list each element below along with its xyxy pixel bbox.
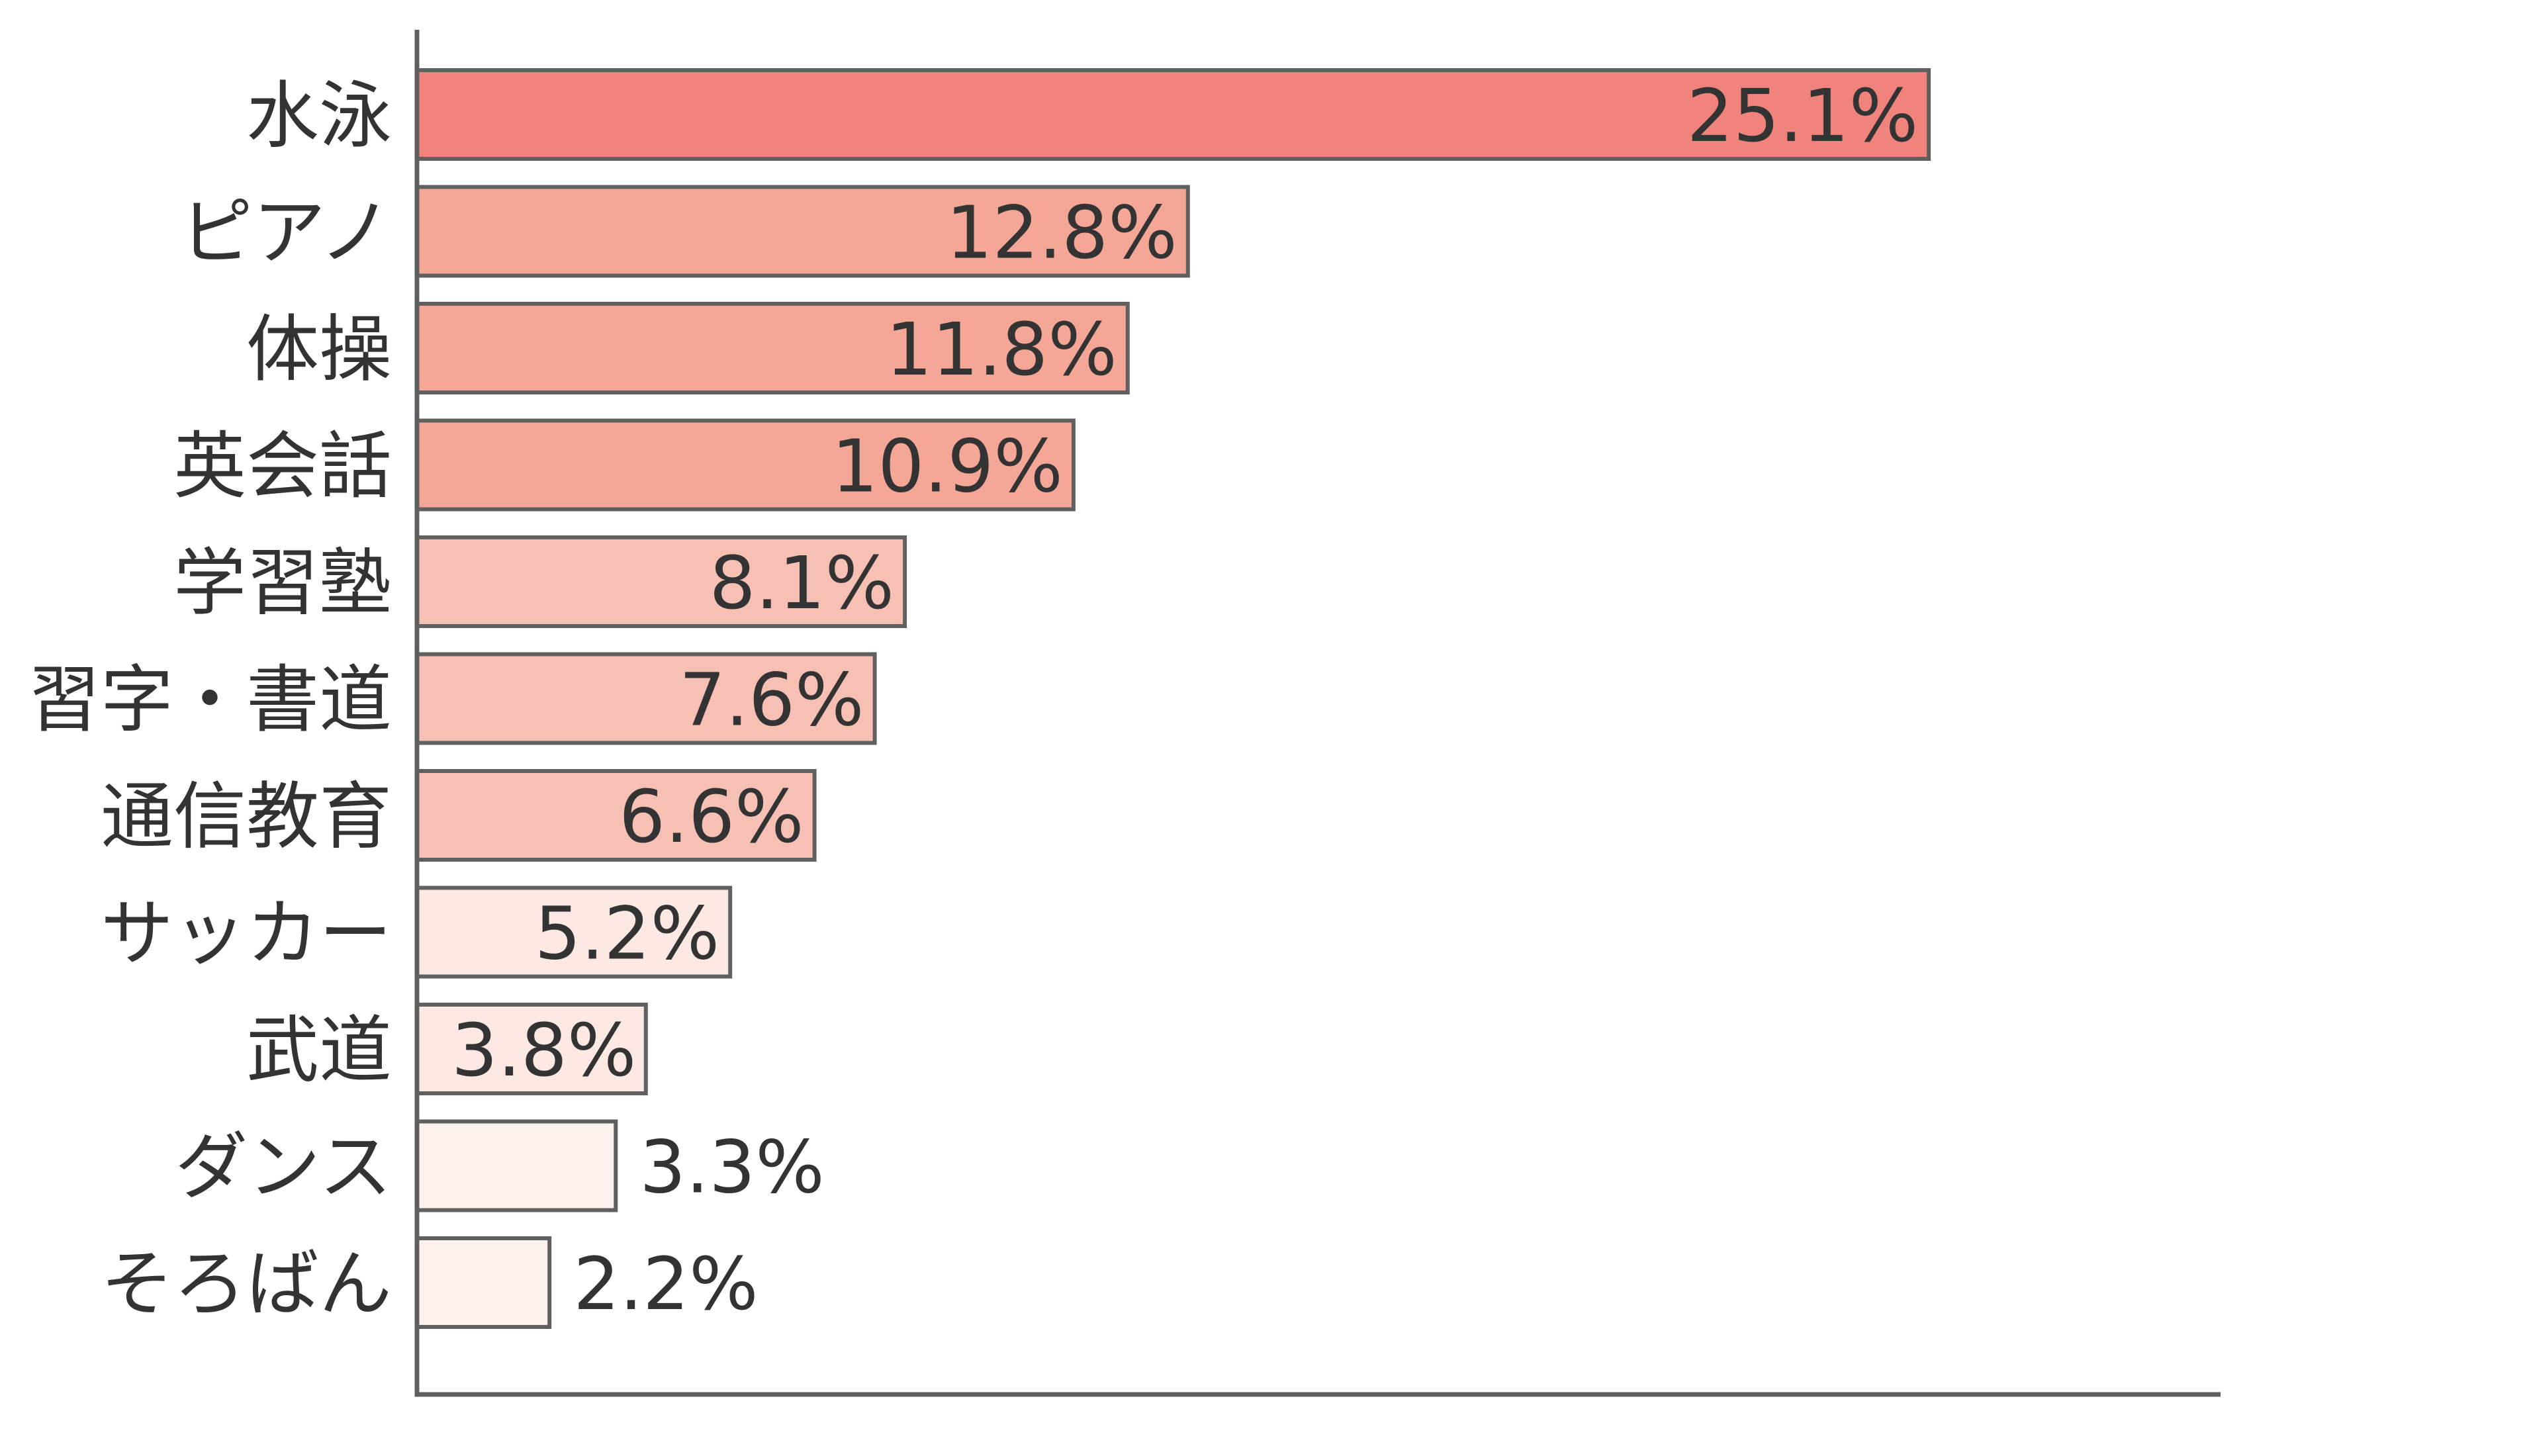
value-label-3: 10.9% bbox=[831, 424, 1062, 509]
bars-layer bbox=[415, 68, 1931, 1329]
value-label-8: 3.8% bbox=[451, 1008, 636, 1093]
bar-1 bbox=[415, 185, 1190, 278]
bar-4 bbox=[415, 535, 907, 628]
category-label-9: ダンス bbox=[175, 1125, 392, 1210]
value-label-5: 7.6% bbox=[679, 658, 864, 743]
category-label-3: 英会話 bbox=[173, 424, 392, 509]
category-label-8: 武道 bbox=[246, 1008, 392, 1093]
bar-9 bbox=[415, 1119, 618, 1212]
value-label-2: 11.8% bbox=[886, 307, 1117, 392]
category-label-10: そろばん bbox=[101, 1242, 392, 1326]
bar-10 bbox=[415, 1236, 552, 1329]
labels-layer: 水泳 25.1% ピアノ 12.8% 体操 11.8% 英会話 10.9% 学習塾 8.1% 習字・… bbox=[28, 73, 1918, 1326]
category-label-6: 通信教育 bbox=[101, 774, 392, 859]
bar-2 bbox=[415, 302, 1130, 394]
bar-0 bbox=[415, 68, 1931, 161]
category-label-2: 体操 bbox=[246, 307, 392, 392]
value-label-6: 6.6% bbox=[619, 774, 804, 859]
category-label-1: ピアノ bbox=[180, 191, 392, 275]
bar-3 bbox=[415, 418, 1076, 512]
bar-6 bbox=[415, 769, 817, 862]
value-label-7: 5.2% bbox=[535, 891, 719, 976]
category-label-5: 習字・書道 bbox=[28, 658, 392, 743]
category-label-0: 水泳 bbox=[246, 73, 392, 158]
value-label-1: 12.8% bbox=[946, 191, 1177, 275]
value-label-9: 3.3% bbox=[639, 1125, 824, 1210]
value-label-4: 8.1% bbox=[710, 541, 894, 625]
value-label-10: 2.2% bbox=[573, 1242, 758, 1326]
category-label-4: 学習塾 bbox=[173, 541, 392, 625]
category-label-7: サッカー bbox=[101, 891, 392, 976]
value-label-0: 25.1% bbox=[1687, 73, 1918, 158]
